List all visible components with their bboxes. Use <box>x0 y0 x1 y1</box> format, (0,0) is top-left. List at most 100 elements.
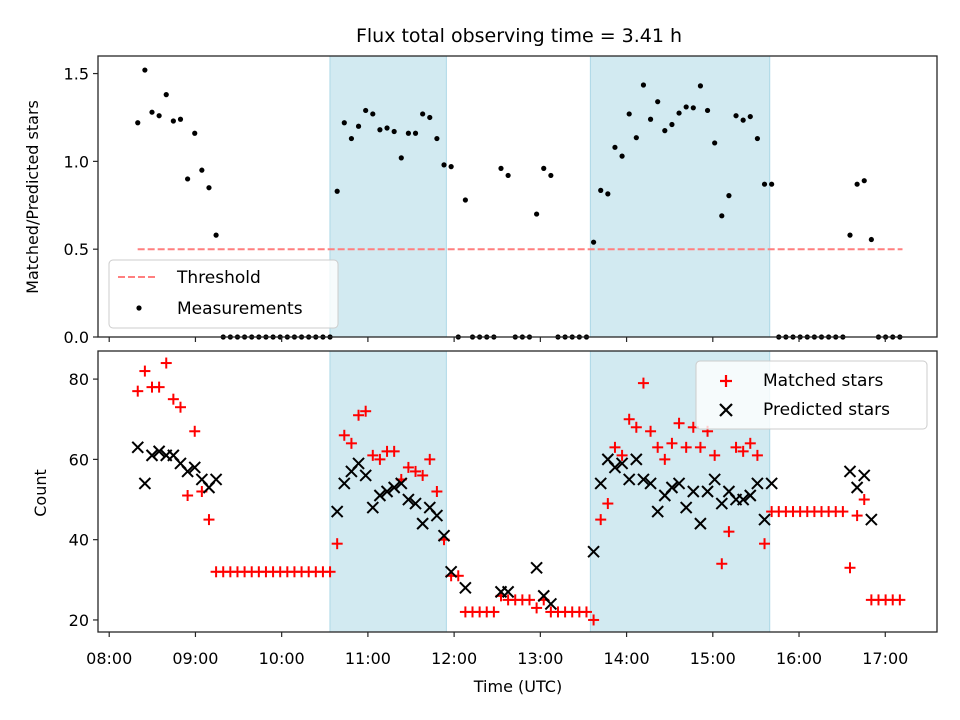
predicted-star-point <box>459 581 472 595</box>
measurement-point <box>640 82 647 88</box>
predicted-star-point <box>373 489 387 502</box>
matched-star-point <box>367 449 379 461</box>
predicted-star-point <box>644 477 657 490</box>
matched-star-point <box>680 441 692 453</box>
top-shaded-intervals <box>329 55 771 338</box>
measurement-point <box>541 165 547 171</box>
predicted-star-point <box>338 477 351 490</box>
matched-star-point <box>167 393 179 405</box>
measurement-point <box>334 188 340 194</box>
matched-star-point <box>523 594 535 606</box>
matched-star-point <box>374 453 386 465</box>
measurement-point <box>185 176 191 182</box>
measurement-point <box>647 116 654 122</box>
measurement-point <box>676 110 682 116</box>
measurement-point <box>384 125 390 131</box>
measurement-point <box>370 111 376 117</box>
top-legend: Threshold Measurements <box>108 259 339 329</box>
matched-star-point <box>709 449 721 461</box>
matched-star-point <box>751 449 763 461</box>
matched-star-point <box>716 558 728 570</box>
matched-star-point <box>759 538 771 550</box>
measurement-point <box>690 105 696 111</box>
measurement-point <box>854 181 860 187</box>
predicted-star-point <box>765 477 778 490</box>
predicted-star-point <box>751 477 764 490</box>
measurement-point <box>847 232 853 238</box>
shaded-interval <box>329 55 447 338</box>
measurement-point <box>662 128 668 134</box>
y-tick-label: 40 <box>69 531 89 550</box>
matched-star-point <box>851 510 863 522</box>
measurement-point <box>363 107 369 114</box>
measurement-point <box>712 140 718 146</box>
predicted-star-point <box>651 505 664 518</box>
measurement-point <box>633 135 639 141</box>
legend-matched-label: Matched stars <box>763 371 883 391</box>
matched-star-point <box>139 365 151 377</box>
matched-star-point <box>637 377 649 389</box>
measurement-point <box>142 67 148 73</box>
matched-star-point <box>338 429 350 441</box>
matched-star-point <box>153 381 165 393</box>
measurement-point <box>612 144 618 150</box>
matched-star-point <box>174 401 186 413</box>
predicted-star-point <box>608 461 622 474</box>
measurement-point <box>149 109 155 115</box>
predicted-star-point <box>594 477 607 490</box>
y-tick-label: 0.0 <box>64 328 89 347</box>
matched-star-point <box>723 526 735 538</box>
predicted-star-point <box>637 473 650 486</box>
measurement-point <box>199 167 205 173</box>
measurement-point <box>655 99 661 105</box>
measurement-point <box>405 130 412 136</box>
matched-star-point <box>189 425 201 437</box>
measurement-point <box>697 83 704 89</box>
predicted-star-point <box>587 545 600 558</box>
measurement-point <box>135 120 141 126</box>
predicted-star-point <box>672 477 686 490</box>
measurement-point <box>747 113 753 120</box>
matched-star-point <box>630 421 642 433</box>
matched-star-point <box>652 441 664 453</box>
matched-star-point <box>616 449 628 461</box>
measurement-point <box>192 130 198 136</box>
predicted-star-point <box>145 449 159 462</box>
predicted-star-point <box>758 513 771 526</box>
matched-star-point <box>645 425 657 437</box>
predicted-star-point <box>352 457 365 470</box>
measurement-point <box>868 236 874 243</box>
matched-star-point <box>837 506 849 518</box>
measurement-point <box>726 193 732 199</box>
y-tick-label: 20 <box>69 611 89 630</box>
matched-star-point <box>203 514 215 526</box>
measurement-point <box>348 135 355 142</box>
bottom-legend: Matched stars Predicted stars <box>695 360 928 430</box>
matched-star-point <box>730 441 742 453</box>
matched-star-point <box>182 490 194 502</box>
predicted-star-point <box>416 517 429 530</box>
matched-star-point <box>360 405 372 417</box>
x-tick-label: 11:00 <box>345 649 391 668</box>
measurement-point <box>719 213 725 219</box>
measurement-point <box>163 92 169 98</box>
y-tick-label: 1.5 <box>64 65 89 84</box>
measurement-point <box>548 172 554 179</box>
measurement-point <box>156 113 162 119</box>
predicted-star-point <box>544 597 558 611</box>
measurement-point <box>605 191 611 197</box>
legend-predicted-swatch <box>719 403 733 417</box>
x-tick-label: 09:00 <box>172 649 218 668</box>
predicted-star-point <box>395 477 408 490</box>
predicted-star-point <box>665 481 679 494</box>
measurement-point <box>861 178 867 184</box>
matched-star-point <box>858 494 870 506</box>
predicted-star-point <box>744 489 757 502</box>
matched-star-point <box>623 413 635 425</box>
chart-title: Flux total observing time = 3.41 h <box>356 25 682 47</box>
matched-star-point <box>402 461 414 473</box>
legend-threshold-label: Threshold <box>176 268 261 288</box>
measurement-point <box>434 135 440 142</box>
measurement-point <box>206 185 212 191</box>
measurement-point <box>619 153 625 159</box>
